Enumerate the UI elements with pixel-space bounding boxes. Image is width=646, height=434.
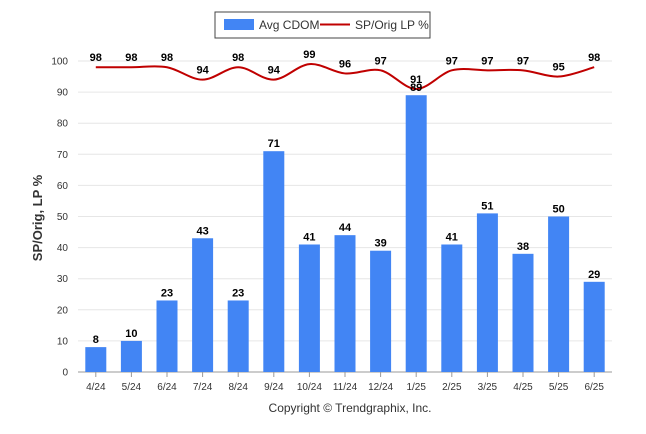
line-data-label: 99 <box>303 49 315 61</box>
x-tick-label: 4/24 <box>86 382 106 393</box>
bar-data-labels: 8 10 23 43 23 71 41 44 39 89 41 51 38 50 29 <box>93 82 601 346</box>
line-data-labels: 98 98 98 94 98 94 99 96 97 91 97 97 97 95 98 <box>90 49 601 86</box>
line-data-label: 97 <box>517 55 529 67</box>
line-data-label: 95 <box>552 62 564 74</box>
y-tick-label: 80 <box>57 119 69 130</box>
bar <box>298 244 320 372</box>
line-data-label: 97 <box>446 55 458 67</box>
bar-data-label: 10 <box>125 328 137 340</box>
line-data-label: 98 <box>588 52 600 64</box>
line-data-label: 94 <box>196 65 209 77</box>
x-tick-label: 6/25 <box>584 382 604 393</box>
bar-data-label: 44 <box>339 222 352 234</box>
bar <box>334 235 356 372</box>
x-tick-label: 11/24 <box>333 382 358 393</box>
x-axis-ticks: 4/24 5/24 6/24 7/24 8/24 9/24 10/24 11/24 12/24 1… <box>86 372 604 393</box>
x-tick-label: 10/24 <box>297 382 322 393</box>
bar <box>405 95 427 373</box>
bar <box>156 300 178 372</box>
copyright-footer: Copyright © Trendgraphix, Inc. <box>269 401 432 415</box>
x-tick-label: 2/25 <box>442 382 462 393</box>
sp-orig-lp-line <box>95 63 595 90</box>
bar <box>441 244 463 372</box>
bar-data-label: 71 <box>268 138 280 150</box>
bar <box>370 250 392 372</box>
y-tick-label: 100 <box>51 57 68 68</box>
bar <box>227 300 249 372</box>
bar-data-label: 43 <box>196 225 208 237</box>
bar <box>512 253 534 372</box>
legend-swatch-avg-cdom <box>224 19 254 30</box>
line-data-label: 98 <box>90 52 102 64</box>
x-tick-label: 4/25 <box>513 382 533 393</box>
bar-data-label: 89 <box>410 82 422 94</box>
x-tick-label: 3/25 <box>478 382 498 393</box>
bar-series <box>85 95 605 373</box>
y-tick-label: 70 <box>57 150 69 161</box>
y-tick-label: 0 <box>62 368 68 379</box>
bar <box>548 216 570 372</box>
bar-data-label: 41 <box>446 231 458 243</box>
line-series <box>95 63 595 90</box>
bar-data-label: 38 <box>517 241 529 253</box>
bar <box>85 347 107 372</box>
bar-data-label: 50 <box>552 204 564 216</box>
y-axis-title: SP/Orig, LP % <box>30 174 45 261</box>
x-tick-label: 5/24 <box>122 382 142 393</box>
y-axis-ticks: 0 10 20 30 40 50 60 70 80 90 100 <box>51 57 68 379</box>
y-tick-label: 20 <box>57 305 69 316</box>
line-data-label: 97 <box>374 55 386 67</box>
x-tick-label: 6/24 <box>157 382 177 393</box>
line-data-label: 91 <box>410 74 422 86</box>
bar <box>476 213 498 372</box>
bar-data-label: 23 <box>232 287 244 299</box>
bar-data-label: 41 <box>303 231 315 243</box>
x-tick-label: 5/25 <box>549 382 569 393</box>
line-data-label: 97 <box>481 55 493 67</box>
y-tick-label: 90 <box>57 88 69 99</box>
bar <box>192 238 214 372</box>
line-data-label: 98 <box>161 52 173 64</box>
y-tick-label: 50 <box>57 212 69 223</box>
y-tick-label: 10 <box>57 336 69 347</box>
line-data-label: 98 <box>232 52 244 64</box>
bar-data-label: 51 <box>481 200 493 212</box>
x-tick-label: 8/24 <box>228 382 248 393</box>
y-tick-label: 40 <box>57 243 69 254</box>
y-tick-label: 60 <box>57 181 69 192</box>
line-data-label: 94 <box>268 65 281 77</box>
bar-data-label: 29 <box>588 269 600 281</box>
legend-label-sp-orig-lp: SP/Orig LP % <box>355 18 429 32</box>
line-data-label: 96 <box>339 58 351 70</box>
x-tick-label: 1/25 <box>406 382 426 393</box>
y-tick-label: 30 <box>57 274 69 285</box>
legend-label-avg-cdom: Avg CDOM <box>259 18 319 32</box>
bar <box>583 281 605 372</box>
bar-data-label: 8 <box>93 334 99 346</box>
line-data-label: 98 <box>125 52 137 64</box>
x-tick-label: 12/24 <box>368 382 393 393</box>
bar <box>120 340 142 372</box>
bar-data-label: 23 <box>161 287 173 299</box>
bar <box>263 151 285 372</box>
x-tick-label: 9/24 <box>264 382 284 393</box>
legend: Avg CDOM SP/Orig LP % <box>214 11 431 39</box>
bar-data-label: 39 <box>374 238 386 250</box>
x-tick-label: 7/24 <box>193 382 213 393</box>
